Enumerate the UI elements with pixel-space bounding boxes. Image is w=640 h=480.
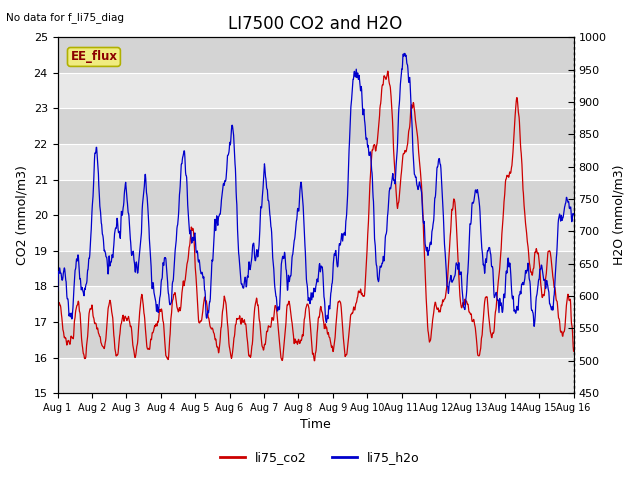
X-axis label: Time: Time: [300, 419, 331, 432]
Text: EE_flux: EE_flux: [70, 50, 117, 63]
Bar: [58, 144, 573, 180]
Y-axis label: CO2 (mmol/m3): CO2 (mmol/m3): [15, 165, 28, 265]
Bar: [58, 215, 573, 251]
Y-axis label: H2O (mmol/m3): H2O (mmol/m3): [612, 165, 625, 265]
Bar: [58, 358, 573, 393]
Legend: li75_co2, li75_h2o: li75_co2, li75_h2o: [215, 446, 425, 469]
Title: LI7500 CO2 and H2O: LI7500 CO2 and H2O: [228, 15, 403, 33]
Bar: [58, 287, 573, 322]
Text: No data for f_li75_diag: No data for f_li75_diag: [6, 12, 124, 23]
Bar: [58, 73, 573, 108]
